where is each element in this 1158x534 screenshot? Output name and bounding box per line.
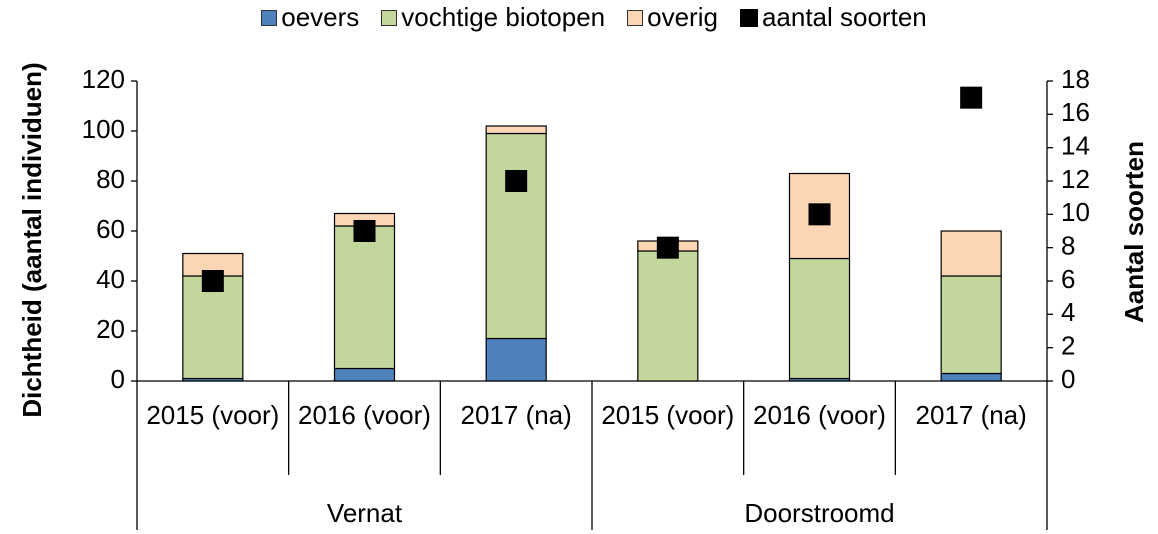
y2-tick-label: 12 xyxy=(1061,164,1090,194)
bar-segment xyxy=(333,367,396,382)
y-tick-label: 60 xyxy=(96,214,125,244)
x-tick-label: 2017 (na) xyxy=(915,400,1027,430)
y2-tick-label: 16 xyxy=(1061,97,1090,127)
legend-label: overig xyxy=(647,2,718,32)
legend-swatch xyxy=(627,9,644,26)
legend-item: aantal soorten xyxy=(739,2,927,33)
bar-segment xyxy=(940,275,1002,375)
legend-swatch xyxy=(739,8,758,27)
legend-label: vochtige biotopen xyxy=(401,2,606,32)
bar-segment xyxy=(485,337,547,382)
x-tick-label: 2016 (voor) xyxy=(753,400,886,430)
marker xyxy=(656,236,679,259)
marker xyxy=(353,220,376,242)
x-tick-label: 2015 (voor) xyxy=(601,400,735,430)
group-label: Vernat xyxy=(326,498,403,528)
bar-segment xyxy=(485,132,547,340)
y2-tick-label: 8 xyxy=(1061,231,1075,261)
legend-swatch xyxy=(381,9,398,26)
y-tick-label: 100 xyxy=(82,114,125,144)
marker xyxy=(808,203,831,226)
marker xyxy=(505,170,528,192)
bar-segment xyxy=(940,230,1002,277)
bar-segment xyxy=(637,250,699,382)
marker xyxy=(201,270,224,292)
y2-tick-label: 0 xyxy=(1061,364,1075,394)
legend-label: aantal soorten xyxy=(761,2,927,32)
y2-axis-title: Aantal soorten xyxy=(1119,141,1149,323)
legend-swatch xyxy=(261,9,278,26)
bar-segment xyxy=(788,257,851,380)
y2-tick-label: 14 xyxy=(1061,131,1090,161)
marker xyxy=(960,86,983,109)
y-tick-label: 120 xyxy=(82,64,125,94)
legend-label: oevers xyxy=(281,2,360,32)
y-tick-label: 20 xyxy=(96,314,125,344)
bar-segment xyxy=(485,125,547,135)
y-axis-title: Dichtheid (aantal individuen) xyxy=(17,62,47,417)
y-tick-label: 0 xyxy=(111,364,125,394)
y2-tick-label: 6 xyxy=(1061,264,1075,294)
y2-tick-label: 18 xyxy=(1061,64,1090,94)
y-tick-label: 40 xyxy=(96,264,125,294)
group-label: Doorstroomd xyxy=(744,498,895,528)
legend-item: vochtige biotopen xyxy=(381,2,605,33)
bar-segment xyxy=(333,225,396,370)
y2-tick-label: 2 xyxy=(1061,331,1075,361)
legend-item: overig xyxy=(627,2,718,33)
y2-tick-label: 4 xyxy=(1061,297,1075,327)
legend-item: oevers xyxy=(261,2,359,33)
bar-segment xyxy=(940,372,1002,382)
y2-tick-label: 10 xyxy=(1061,197,1090,227)
x-tick-label: 2015 (voor) xyxy=(146,400,280,430)
x-tick-label: 2017 (na) xyxy=(460,400,572,430)
y-tick-label: 80 xyxy=(96,164,125,194)
legend: oevers vochtige biotopen overig aantal soor… xyxy=(0,2,1158,33)
bar-segment xyxy=(182,275,244,380)
x-tick-label: 2016 (voor) xyxy=(298,400,431,430)
